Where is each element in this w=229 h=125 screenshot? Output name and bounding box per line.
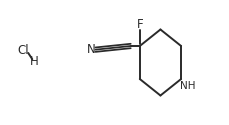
Text: NH: NH bbox=[179, 81, 194, 91]
Text: H: H bbox=[30, 55, 38, 68]
Text: F: F bbox=[136, 18, 142, 31]
Text: Cl: Cl bbox=[17, 44, 29, 57]
Text: N: N bbox=[86, 43, 95, 56]
